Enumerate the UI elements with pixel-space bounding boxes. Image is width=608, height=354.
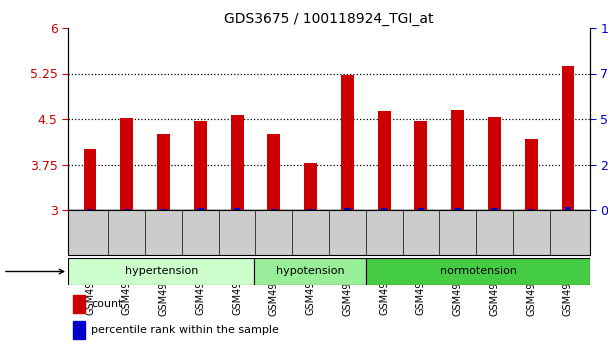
Bar: [307, 209, 314, 210]
Bar: [304, 163, 317, 210]
Bar: [254, 258, 366, 285]
Bar: [123, 209, 130, 210]
Bar: [454, 209, 461, 210]
Bar: [528, 209, 534, 210]
Text: hypertension: hypertension: [125, 267, 198, 276]
Bar: [341, 75, 354, 210]
Bar: [234, 209, 240, 210]
Bar: [491, 209, 498, 210]
Text: normotension: normotension: [440, 267, 517, 276]
Bar: [120, 118, 133, 210]
Text: percentile rank within the sample: percentile rank within the sample: [91, 325, 279, 335]
Bar: [84, 149, 97, 210]
Bar: [344, 208, 351, 210]
Bar: [161, 209, 167, 210]
Bar: [525, 139, 537, 210]
Bar: [157, 134, 170, 210]
Bar: [87, 209, 94, 210]
Text: hypotension: hypotension: [276, 267, 345, 276]
Bar: [197, 209, 204, 210]
Bar: [451, 110, 464, 210]
Bar: [271, 209, 277, 210]
Bar: [378, 111, 390, 210]
Bar: [73, 321, 85, 339]
Bar: [73, 295, 85, 313]
Bar: [268, 134, 280, 210]
Bar: [565, 207, 572, 210]
Text: count: count: [91, 299, 123, 309]
Bar: [194, 121, 207, 210]
Bar: [68, 258, 254, 285]
Bar: [381, 208, 387, 210]
Bar: [415, 121, 427, 210]
Bar: [488, 117, 501, 210]
Text: disease state: disease state: [0, 267, 64, 276]
Title: GDS3675 / 100118924_TGI_at: GDS3675 / 100118924_TGI_at: [224, 12, 434, 25]
Bar: [366, 258, 590, 285]
Bar: [418, 209, 424, 210]
Bar: [230, 115, 244, 210]
Bar: [562, 66, 575, 210]
